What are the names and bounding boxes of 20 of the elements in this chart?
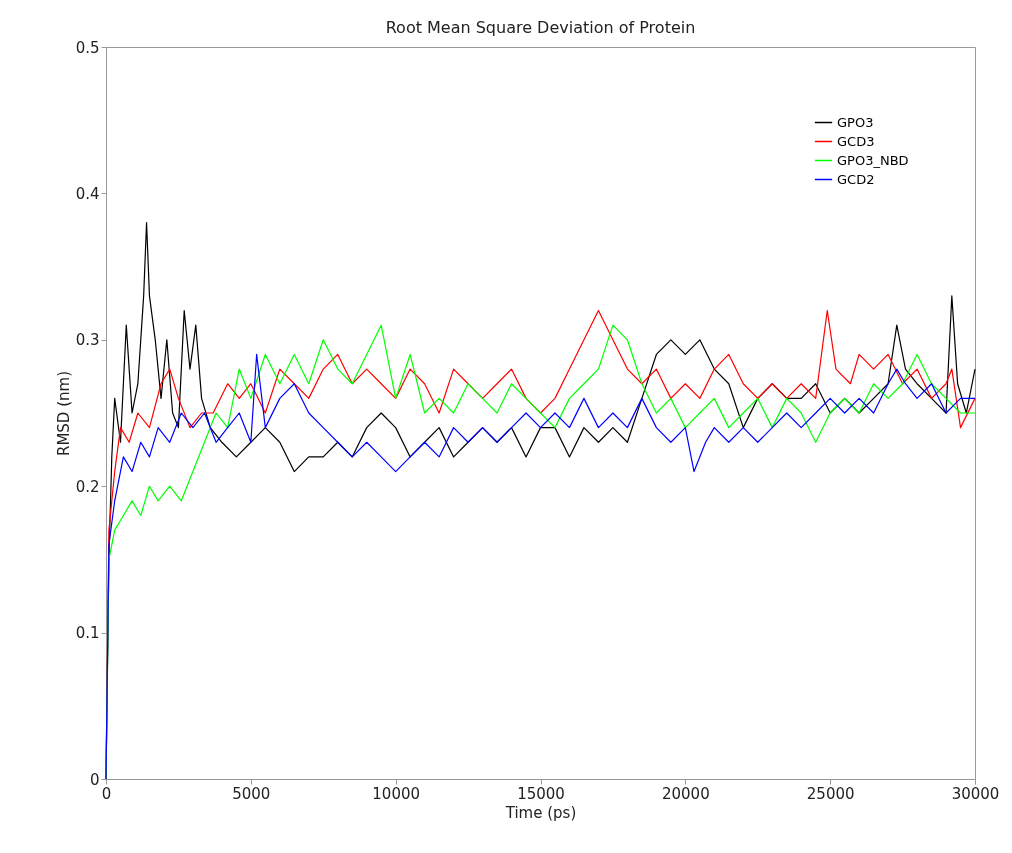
legend-label: GCD2 [837,171,875,187]
x-tick-label: 0 [101,784,112,803]
y-tick-label: 0.4 [75,184,100,203]
y-axis-title: RMSD (nm) [54,370,73,457]
legend-label: GCD3 [837,133,875,149]
y-tick-label: 0.2 [75,477,100,496]
legend-label: GPO3_NBD [837,152,909,168]
legend-label: GPO3 [837,114,874,130]
x-tick-label: 30000 [951,784,1000,803]
y-tick-label: 0 [89,770,100,789]
y-tick-label: 0.1 [75,624,100,643]
y-tick-label: 0.5 [75,38,100,57]
y-tick-label: 0.3 [75,331,100,350]
x-tick-label: 10000 [372,784,421,803]
x-tick-label: 20000 [661,784,710,803]
x-tick-label: 25000 [806,784,855,803]
x-axis-title: Time (ps) [504,803,577,822]
x-tick-label: 15000 [517,784,565,803]
x-tick-label: 5000 [232,784,271,803]
chart-title: Root Mean Square Deviation of Protein [385,18,696,37]
